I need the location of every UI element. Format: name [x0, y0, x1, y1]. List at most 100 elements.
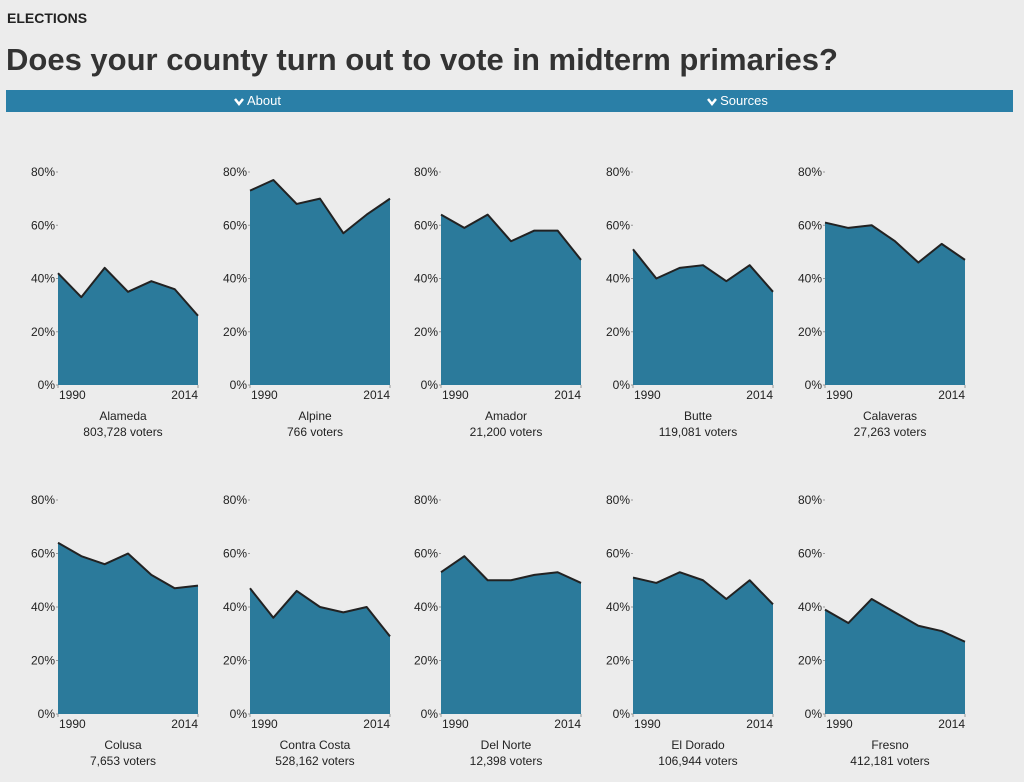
- x-tick-label: 2014: [746, 388, 773, 402]
- y-tick-label: 20%: [606, 325, 630, 339]
- x-tick-label: 1990: [251, 388, 278, 402]
- chart-title: Butte: [684, 409, 712, 423]
- y-tick-label: 60%: [414, 218, 438, 232]
- line: [57, 541, 199, 590]
- menu-item[interactable]: About: [6, 93, 509, 108]
- y-tick-label: 60%: [223, 547, 247, 561]
- chart-title: Contra Costa: [280, 738, 351, 752]
- line: [249, 587, 391, 638]
- chart-title: Amador: [485, 409, 527, 423]
- section-label: ELECTIONS: [7, 10, 88, 26]
- y-tick-label: 60%: [31, 547, 55, 561]
- x-tick-label: 2014: [171, 717, 198, 731]
- chevron: [707, 98, 718, 107]
- y-tick-label: 60%: [798, 218, 822, 232]
- y-tick-label: 0%: [230, 378, 248, 392]
- y-tick-label: 20%: [798, 325, 822, 339]
- x-tick-label: 2014: [746, 717, 773, 731]
- x-tick-label: 2014: [554, 388, 581, 402]
- menu-text[interactable]: About: [247, 93, 281, 108]
- area: [825, 222, 965, 385]
- y-tick-label: 0%: [421, 707, 439, 721]
- chart-subtitle: 27,263 voters: [854, 425, 927, 439]
- area: [250, 179, 390, 385]
- y-tick-label: 0%: [805, 378, 823, 392]
- y-tick-label: 0%: [613, 707, 631, 721]
- y-tick-label: 80%: [606, 493, 630, 507]
- line: [440, 213, 582, 261]
- x-tick-label: 1990: [634, 717, 661, 731]
- x-tick-label: 1990: [442, 717, 469, 731]
- area: [58, 542, 198, 714]
- area: [633, 572, 773, 714]
- x-tick-label: 2014: [938, 717, 965, 731]
- y-tick-label: 40%: [798, 272, 822, 286]
- y-tick-label: 20%: [223, 325, 247, 339]
- y-tick-label: 40%: [606, 272, 630, 286]
- x-tick-label: 1990: [826, 388, 853, 402]
- line: [824, 597, 966, 643]
- y-tick-label: 40%: [414, 600, 438, 614]
- y-tick-label: 40%: [414, 272, 438, 286]
- chevron: [234, 98, 244, 107]
- y-tick-label: 20%: [798, 654, 822, 668]
- y-tick-label: 20%: [414, 654, 438, 668]
- x-tick-label: 1990: [634, 388, 661, 402]
- y-tick-label: 80%: [798, 165, 822, 179]
- area: [441, 214, 581, 385]
- chart-subtitle: 119,081 voters: [659, 425, 738, 439]
- y-tick-label: 60%: [798, 547, 822, 561]
- line: [440, 555, 582, 584]
- y-tick-label: 20%: [606, 654, 630, 668]
- chart-subtitle: 528,162 voters: [275, 754, 354, 768]
- y-tick-label: 80%: [414, 493, 438, 507]
- x-tick-label: 1990: [59, 717, 86, 731]
- y-tick-label: 40%: [798, 600, 822, 614]
- y-tick-label: 80%: [606, 165, 630, 179]
- chart-subtitle: 412,181 voters: [850, 754, 929, 768]
- chart-title: Fresno: [871, 738, 909, 752]
- area: [633, 249, 773, 385]
- area: [250, 588, 390, 714]
- y-tick-label: 0%: [805, 707, 823, 721]
- y-tick-label: 80%: [223, 493, 247, 507]
- y-tick-label: 40%: [606, 600, 630, 614]
- y-tick-label: 80%: [223, 165, 247, 179]
- y-tick-label: 0%: [230, 707, 248, 721]
- y-tick-label: 60%: [31, 218, 55, 232]
- y-tick-label: 20%: [31, 325, 55, 339]
- chart-subtitle: 12,398 voters: [470, 754, 543, 768]
- chart-title: Del Norte: [481, 738, 532, 752]
- y-tick-label: 40%: [223, 272, 247, 286]
- y-tick-label: 20%: [414, 325, 438, 339]
- chart-subtitle: 7,653 voters: [90, 754, 156, 768]
- chart-title: Alpine: [298, 409, 332, 423]
- y-tick-label: 20%: [223, 654, 247, 668]
- area: [58, 267, 198, 385]
- page-title: Does your county turn out to vote in mid…: [6, 42, 838, 77]
- y-tick-label: 80%: [798, 493, 822, 507]
- chart-title: Colusa: [104, 738, 142, 752]
- menu-bar: About Sources: [6, 90, 1013, 112]
- y-tick-label: 80%: [31, 493, 55, 507]
- chart-title: Alameda: [99, 409, 147, 423]
- area: [441, 556, 581, 714]
- chart-subtitle: 766 voters: [287, 425, 343, 439]
- menu-item[interactable]: Sources: [486, 93, 989, 108]
- x-tick-label: 2014: [363, 388, 390, 402]
- x-tick-label: 2014: [363, 717, 390, 731]
- y-tick-label: 20%: [31, 654, 55, 668]
- x-tick-label: 2014: [938, 388, 965, 402]
- y-tick-label: 80%: [414, 165, 438, 179]
- y-tick-label: 60%: [606, 547, 630, 561]
- x-tick-label: 1990: [251, 717, 278, 731]
- chart-subtitle: 106,944 voters: [658, 754, 737, 768]
- chart-subtitle: 803,728 voters: [83, 425, 162, 439]
- x-tick-label: 2014: [554, 717, 581, 731]
- x-tick-label: 2014: [171, 388, 198, 402]
- line: [632, 571, 774, 606]
- y-tick-label: 80%: [31, 165, 55, 179]
- menu-text[interactable]: Sources: [720, 93, 768, 108]
- x-tick-label: 1990: [59, 388, 86, 402]
